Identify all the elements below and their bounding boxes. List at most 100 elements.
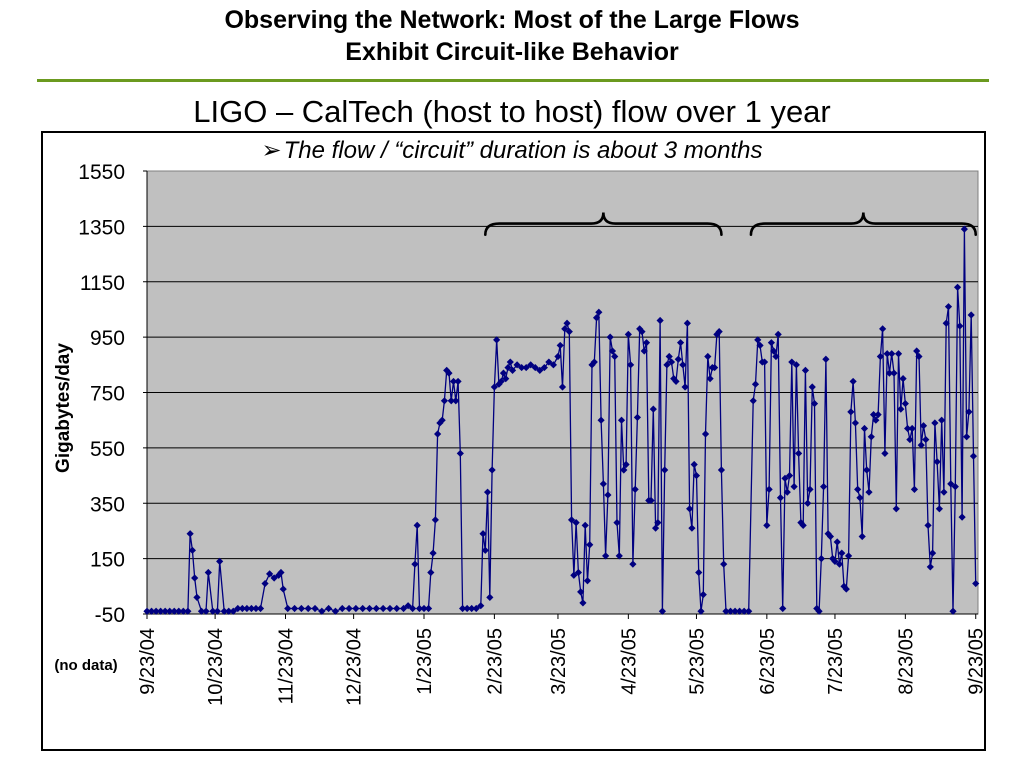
data-point [704,352,712,361]
data-point [191,574,199,582]
data-point [785,471,794,480]
data-point [463,604,471,613]
data-point [531,363,539,372]
data-point [604,491,612,499]
data-point [788,358,796,366]
data-point [699,591,707,599]
data-point [804,499,812,507]
slide-title-line-1: Observing the Network: Most of the Large… [224,6,800,34]
data-point [602,552,610,560]
data-point [540,363,548,372]
data-point [479,530,487,538]
data-point [915,352,923,361]
data-point [572,519,580,527]
data-point [486,593,494,601]
data-point [261,579,269,588]
data-point [577,588,585,596]
data-point [325,604,333,613]
data-point [411,560,419,568]
data-point [220,607,228,615]
data-point [379,604,387,613]
data-point [579,599,587,607]
data-point [790,483,798,491]
data-point [599,480,607,488]
data-point [647,496,655,505]
data-point [266,570,274,578]
data-point [860,424,869,433]
data-point [969,452,978,460]
data-point [481,546,489,554]
data-point [567,516,576,524]
data-point [783,488,791,496]
data-point [826,532,835,541]
slide-title: Observing the Network: Most of the Large… [0,4,1024,68]
data-point [213,607,221,615]
y-tick-label: 1150 [80,272,125,295]
data-point [386,604,394,613]
data-point [624,330,632,338]
data-point [745,607,753,615]
data-point [949,607,957,615]
data-point [629,560,637,568]
data-point [270,574,278,582]
data-point [967,311,975,319]
data-point [458,604,467,613]
data-point [931,419,939,427]
data-point [170,607,178,615]
data-point [940,488,948,496]
slide-title-line-2: Exhibit Circuit-like Behavior [345,38,679,66]
data-point [502,375,510,383]
data-point [692,471,701,480]
data-point [919,422,928,430]
data-point [951,483,959,491]
data-point [311,604,319,613]
data-point [740,607,748,615]
gridlines [147,225,978,560]
data-point [681,383,689,391]
data-point [888,350,896,358]
data-point [256,604,265,613]
data-point [147,607,156,615]
data-point [331,607,340,615]
data-point [499,369,508,377]
y-tick-label: 550 [90,438,125,461]
data-point [563,319,571,327]
data-point [726,607,735,615]
data-point [638,327,646,336]
data-point [763,521,771,529]
data-point [651,524,660,532]
data-point [865,488,873,496]
data-point [586,541,594,549]
data-point [617,416,626,424]
data-point [438,416,446,424]
data-point [913,347,921,355]
data-point [633,413,642,422]
y-tick-label: 950 [90,327,125,350]
data-point [209,607,217,615]
data-point [297,604,305,613]
data-point [815,607,823,615]
data-point [440,397,449,405]
data-point [549,361,558,369]
data-point [760,358,769,366]
data-point [399,604,408,613]
data-point [404,602,412,610]
data-point [197,607,206,615]
data-point [767,339,775,347]
data-point [434,430,442,438]
data-point [620,466,628,474]
data-point [772,352,780,361]
data-point [894,350,903,358]
data-point [427,568,435,577]
data-point [749,397,757,405]
no-data-label: (no data) [54,657,117,674]
x-tick-label: 5/23/05 [686,628,708,695]
data-point [801,366,810,374]
data-point [581,521,589,529]
data-point [863,466,871,474]
data-point [554,352,562,361]
data-point [661,466,669,474]
data-point [436,419,444,427]
data-point [779,604,787,613]
